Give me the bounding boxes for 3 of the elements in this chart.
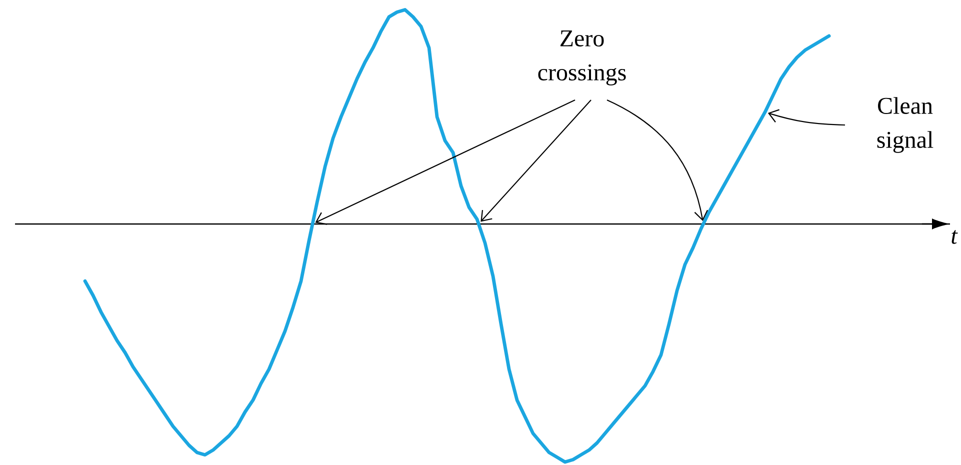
text: Clean signal [877,97,934,153]
annotation: Zero crossings [538,30,626,86]
x-axis-title: t [952,230,958,244]
